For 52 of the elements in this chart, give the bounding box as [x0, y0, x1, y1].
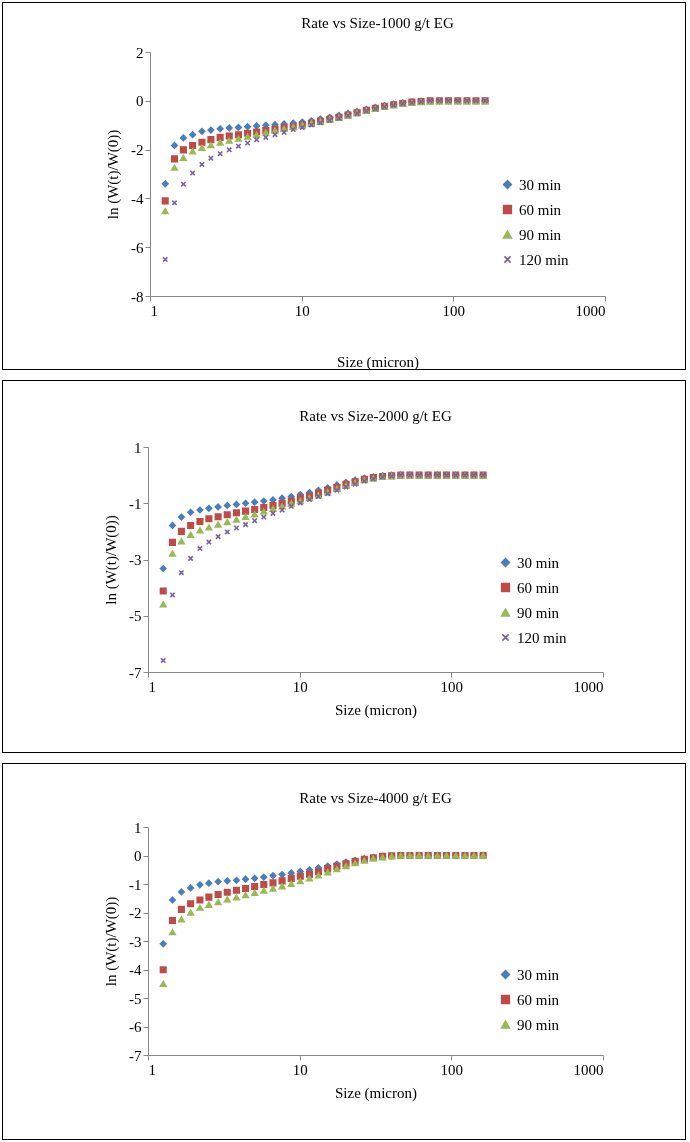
x-tick-label: 10 — [292, 1061, 308, 1078]
x-axis-title: Size (micron) — [334, 701, 418, 719]
legend-label: 30 min — [517, 966, 560, 983]
chart-title: Rate vs Size-4000 g/t EG — [299, 790, 452, 806]
legend-label: 90 min — [519, 226, 562, 243]
y-tick-label: -7 — [129, 664, 142, 681]
x-tick-label: 10 — [292, 678, 308, 695]
legend-label: 60 min — [517, 991, 560, 1008]
y-tick-label: -4 — [131, 190, 144, 207]
y-tick-label: -2 — [131, 142, 144, 159]
x-tick-label: 100 — [440, 1061, 464, 1078]
y-tick-label: -1 — [129, 876, 142, 893]
legend-label: 90 min — [517, 1016, 560, 1033]
x-axis-title: Size (micron) — [334, 1084, 418, 1102]
y-tick-label: -5 — [129, 990, 142, 1007]
y-axis-title: ln (W(t)/W(0)) — [103, 515, 120, 605]
x-tick-label: 1000 — [573, 678, 604, 695]
x-tick-label: 10 — [294, 302, 310, 319]
y-tick-label: -6 — [131, 239, 144, 256]
y-tick-label: -3 — [129, 552, 142, 568]
y-tick-label: 0 — [134, 848, 142, 864]
y-tick-label: -6 — [129, 1019, 142, 1035]
legend-label: 120 min — [519, 251, 570, 268]
chart-title: Rate vs Size-2000 g/t EG — [299, 408, 452, 424]
y-tick-label: -3 — [129, 933, 142, 950]
x-tick-label: 100 — [442, 302, 466, 319]
y-tick-label: -2 — [129, 905, 142, 921]
x-tick-label: 1 — [150, 302, 158, 319]
x-tick-label: 1 — [148, 678, 156, 695]
legend-label: 30 min — [519, 176, 562, 193]
x-tick-label: 1000 — [575, 302, 606, 319]
x-tick-label: 100 — [440, 678, 464, 695]
legend-label: 120 min — [517, 629, 568, 646]
y-tick-label: -8 — [131, 288, 144, 305]
legend-label: 60 min — [517, 579, 560, 596]
y-tick-label: -7 — [129, 1047, 142, 1064]
y-axis-title: ln (W(t)/W(0)) — [103, 896, 120, 987]
legend-label: 30 min — [517, 554, 560, 571]
y-axis-title: ln (W(t)/W(0)) — [105, 129, 122, 220]
y-tick-label: -5 — [129, 608, 142, 625]
x-axis-title: Size (micron) — [336, 353, 420, 371]
legend-label: 60 min — [519, 201, 562, 218]
x-tick-label: 1 — [148, 1061, 156, 1078]
y-tick-label: 1 — [134, 439, 142, 456]
y-tick-label: 0 — [136, 93, 144, 110]
y-tick-label: -1 — [129, 495, 142, 512]
legend-label: 90 min — [517, 604, 560, 621]
x-tick-label: 1000 — [573, 1061, 604, 1078]
chart-title: Rate vs Size-1000 g/t EG — [301, 15, 454, 31]
y-tick-label: -4 — [129, 962, 142, 978]
y-tick-label: 2 — [136, 44, 144, 61]
y-tick-label: 1 — [134, 819, 142, 836]
